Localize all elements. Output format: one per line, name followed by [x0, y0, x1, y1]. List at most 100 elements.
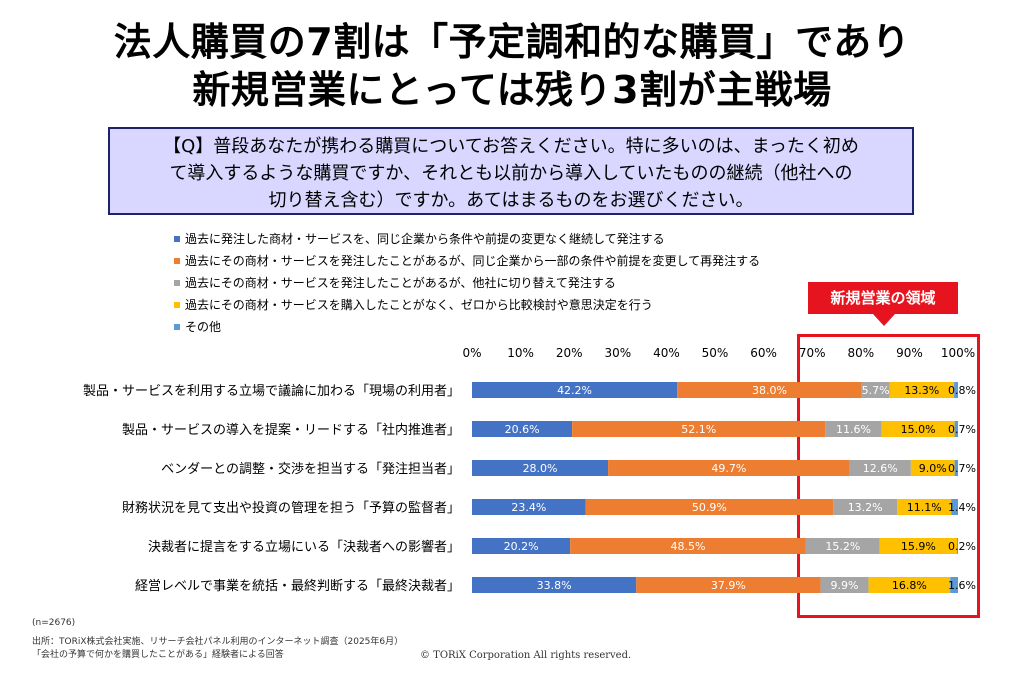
bar-segment [868, 577, 951, 593]
x-tick-label: 30% [604, 346, 631, 360]
bar-segment [572, 421, 826, 437]
x-tick-label: 20% [556, 346, 583, 360]
bar-segment [608, 460, 850, 476]
data-label: 42.2% [557, 384, 592, 397]
legend-swatch [174, 236, 180, 242]
x-tick-label: 100% [941, 346, 975, 360]
headline-line-1: 法人購買の7割は「予定調和的な購買」であり [113, 20, 911, 64]
data-label: 23.4% [511, 501, 546, 514]
bar-segment [833, 499, 898, 515]
question-line-3: 切り替え含む）ですか。あてはまるものをお選びください。 [268, 190, 754, 211]
bar-segment [849, 460, 911, 476]
legend-item: 過去にその商材・サービスを発注したことがあるが、同じ企業から一部の条件や前提を変… [174, 250, 760, 272]
headline-line-2: 新規営業にとっては残り3割が主戦場 [192, 68, 832, 112]
bar-segment [954, 382, 958, 398]
x-tick-label: 80% [847, 346, 874, 360]
legend-swatch [174, 258, 180, 264]
data-label: 20.2% [504, 540, 539, 553]
data-label: 11.1% [907, 501, 942, 514]
legend-label: 過去に発注した商材・サービスを、同じ企業から条件や前提の変更なく継続して発注する [185, 232, 665, 246]
bar-segment [636, 577, 821, 593]
legend-label: その他 [185, 320, 222, 334]
bar-segment [825, 421, 882, 437]
legend-swatch [174, 324, 180, 330]
data-label: 15.2% [825, 540, 860, 553]
bar-segment [472, 460, 609, 476]
bar-segment [820, 577, 869, 593]
data-label: 0.8% [948, 384, 976, 397]
legend-swatch [174, 302, 180, 308]
legend-label: 過去にその商材・サービスを購入したことがなく、ゼロから比較検討や意思決定を行う [185, 298, 653, 312]
legend-item: 過去に発注した商材・サービスを、同じ企業から条件や前提の変更なく継続して発注する [174, 228, 760, 250]
data-label: 5.7% [862, 384, 890, 397]
sample-size-note: (n=2676) [32, 618, 76, 628]
bar-segment [954, 421, 958, 437]
question-line-2: て導入するような購買ですか、それとも以前から導入していたものの継続（他社への [169, 163, 853, 184]
data-label: 12.6% [863, 462, 898, 475]
source-note-line-2: 「会社の予算で何かを購買したことがある」経験者による回答 [32, 650, 284, 660]
bar-segment [805, 538, 880, 554]
data-label: 49.7% [711, 462, 746, 475]
copyright-notice: © TORiX Corporation All rights reserved. [420, 650, 632, 661]
data-label: 15.9% [901, 540, 936, 553]
bar-segment [879, 538, 958, 554]
category-label: 製品・サービスを利用する立場で議論に加わる「現場の利用者」 [83, 383, 460, 399]
x-tick-label: 60% [750, 346, 777, 360]
data-label: 13.3% [904, 384, 939, 397]
x-tick-label: 40% [653, 346, 680, 360]
data-label: 11.6% [836, 423, 871, 436]
callout-pointer [873, 314, 895, 326]
data-label: 9.9% [831, 579, 859, 592]
bar-segment [950, 577, 958, 593]
bar-segment [951, 499, 958, 515]
data-label: 20.6% [505, 423, 540, 436]
data-label: 1.6% [948, 579, 976, 592]
bar-segment [472, 577, 637, 593]
survey-question-box: 【Q】普段あなたが携わる購買についてお答えください。特に多いのは、まったく初め … [108, 127, 914, 215]
bar-segment [677, 382, 862, 398]
legend-swatch [174, 280, 180, 286]
bar-segment [472, 499, 586, 515]
data-label: 33.8% [537, 579, 572, 592]
category-label: 決裁者に提言をする立場にいる「決裁者への影響者」 [148, 539, 460, 555]
bar-segment [957, 538, 958, 554]
bar-segment [881, 421, 955, 437]
data-label: 28.0% [523, 462, 558, 475]
data-label: 0.7% [948, 423, 976, 436]
category-label: 財務状況を見て支出や投資の管理を担う「予算の監督者」 [122, 500, 460, 516]
category-label: ベンダーとの調整・交渉を担当する「発注担当者」 [161, 461, 460, 477]
x-tick-label: 10% [507, 346, 534, 360]
data-label: 9.0% [919, 462, 947, 475]
bar-segment [897, 499, 952, 515]
data-label: 52.1% [681, 423, 716, 436]
data-label: 48.5% [671, 540, 706, 553]
category-label: 経営レベルで事業を統括・最終判断する「最終決裁者」 [135, 578, 460, 594]
data-label: 38.0% [752, 384, 787, 397]
bar-segment [889, 382, 955, 398]
bar-segment [954, 460, 958, 476]
source-note-line-1: 出所：TORiX株式会社実施、リサーチ会社パネル利用のインターネット調査（202… [32, 637, 404, 647]
bar-segment [910, 460, 955, 476]
data-label: 50.9% [692, 501, 727, 514]
legend-item: 過去にその商材・サービスを購入したことがなく、ゼロから比較検討や意思決定を行う [174, 294, 760, 316]
bar-segment [570, 538, 806, 554]
new-sales-area-callout: 新規営業の領域 [808, 282, 958, 314]
bar-segment [472, 421, 573, 437]
data-label: 15.0% [901, 423, 936, 436]
legend-item: その他 [174, 316, 760, 338]
data-label: 37.9% [711, 579, 746, 592]
data-label: 0.2% [948, 540, 976, 553]
data-label: 13.2% [848, 501, 883, 514]
question-line-1: 【Q】普段あなたが携わる購買についてお答えください。特に多いのは、まったく初め [163, 136, 859, 157]
x-tick-label: 0% [462, 346, 481, 360]
category-label: 製品・サービスの導入を提案・リードする「社内推進者」 [122, 422, 460, 438]
data-label: 0.7% [948, 462, 976, 475]
legend-label: 過去にその商材・サービスを発注したことがあるが、他社に切り替えて発注する [185, 276, 616, 290]
x-tick-label: 70% [799, 346, 826, 360]
legend-item: 過去にその商材・サービスを発注したことがあるが、他社に切り替えて発注する [174, 272, 760, 294]
x-tick-label: 90% [896, 346, 923, 360]
bar-segment [585, 499, 834, 515]
chart-legend: 過去に発注した商材・サービスを、同じ企業から条件や前提の変更なく継続して発注する… [174, 228, 760, 338]
data-label: 16.8% [892, 579, 927, 592]
